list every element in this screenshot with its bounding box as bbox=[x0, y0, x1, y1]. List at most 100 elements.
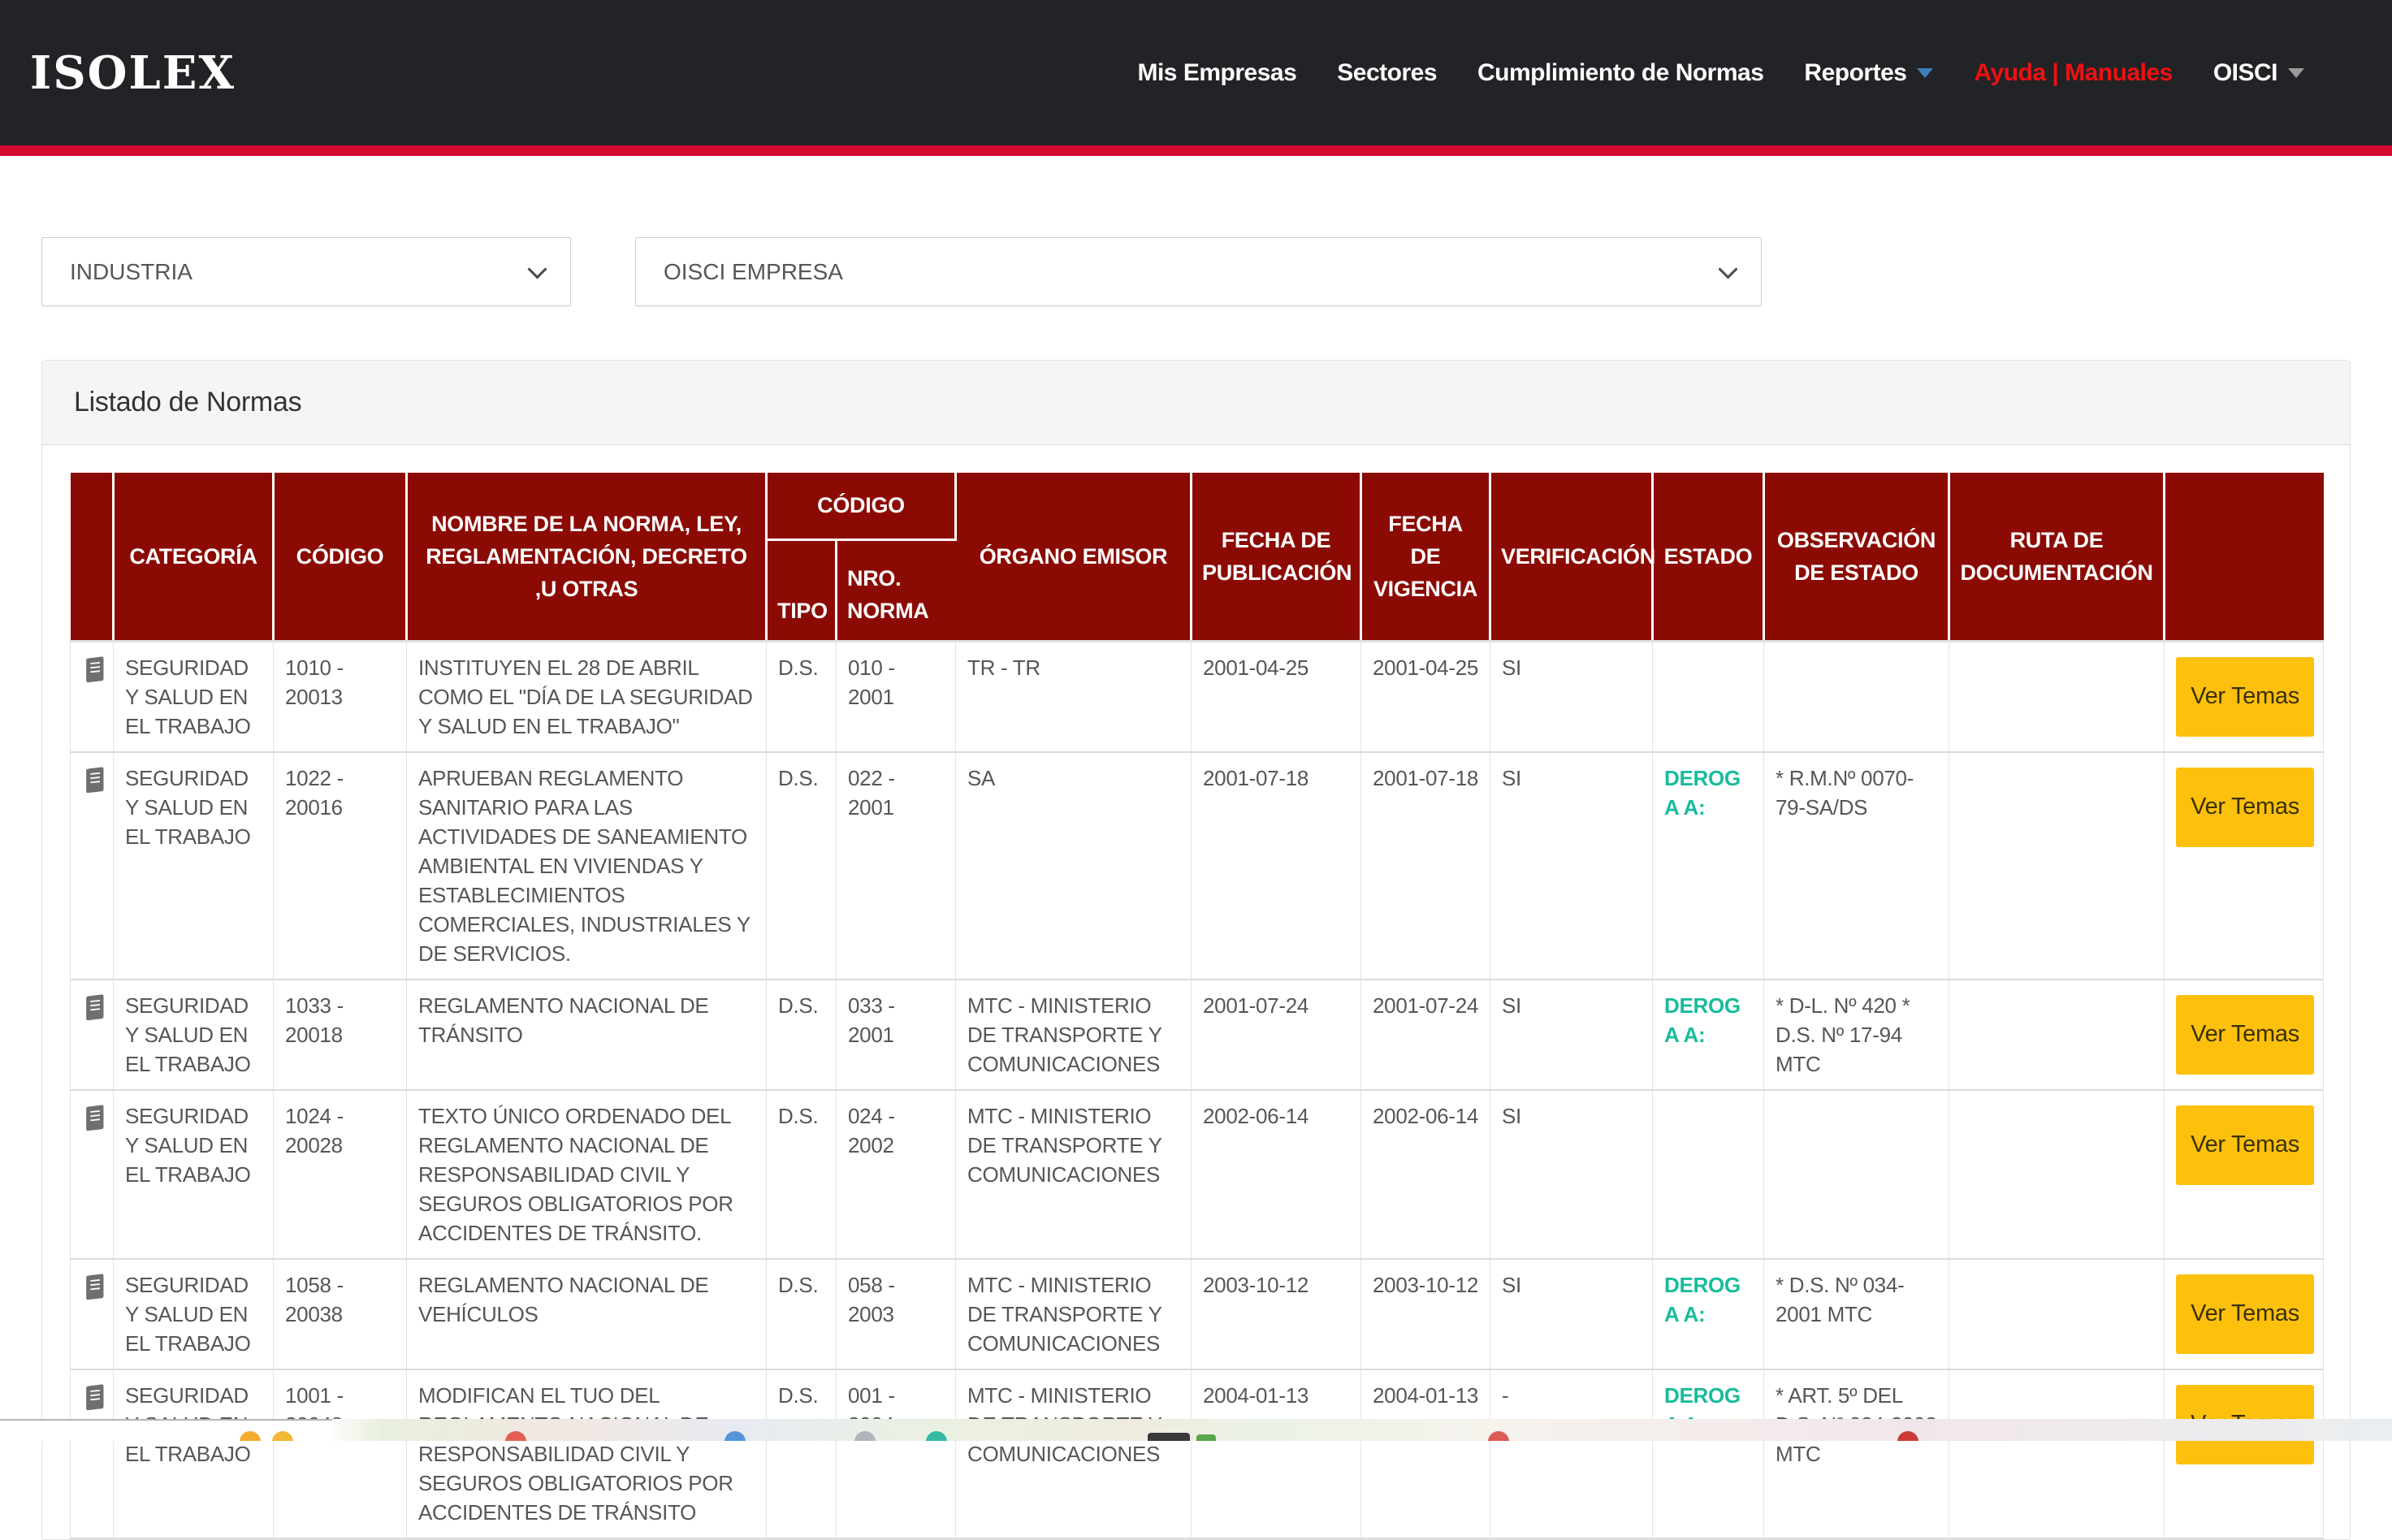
header-verificacion: VERIFICACIÓN bbox=[1490, 473, 1655, 642]
cell-fecha-vigencia: 2003-10-12 bbox=[1360, 1258, 1491, 1370]
table-row: SEGURIDAD Y SALUD EN EL TRABAJO 1001 - 2… bbox=[70, 1369, 2325, 1539]
ver-temas-button[interactable]: Ver Temas bbox=[2176, 994, 2315, 1075]
top-navbar: ISOLEX Mis Empresas Sectores Cumplimiento … bbox=[0, 0, 2392, 156]
taskbar-app-icon bbox=[1196, 1434, 1216, 1441]
cell-nro-norma: 058 - 2003 bbox=[835, 1258, 957, 1370]
ver-temas-button[interactable]: Ver Temas bbox=[2176, 656, 2315, 737]
cell-fecha-vigencia: 2001-07-24 bbox=[1360, 979, 1491, 1091]
cell-codigo: 1022 - 20016 bbox=[273, 751, 407, 980]
nav-item-mis-empresas[interactable]: Mis Empresas bbox=[1137, 59, 1296, 87]
nav-item-reportes[interactable]: Reportes bbox=[1804, 58, 1934, 87]
cell-fecha-vigencia: 2002-06-14 bbox=[1360, 1089, 1491, 1260]
taskbar-app-icon bbox=[1897, 1431, 1918, 1441]
cell-nombre: REGLAMENTO NACIONAL DE TRÁNSITO bbox=[406, 979, 767, 1091]
brand-logo[interactable]: ISOLEX bbox=[30, 45, 236, 100]
book-icon bbox=[86, 766, 104, 793]
nav-item-cumplimiento-de-normas[interactable]: Cumplimiento de Normas bbox=[1477, 58, 1764, 87]
nav-item-label: Mis Empresas bbox=[1137, 58, 1297, 86]
filter-bar: INDUSTRIA OISCI EMPRESA bbox=[41, 237, 2392, 306]
cell-fecha-vigencia: 2001-04-25 bbox=[1360, 641, 1491, 753]
cell-nro-norma: 010 - 2001 bbox=[835, 641, 957, 753]
header-organo-emisor: ÓRGANO EMISOR bbox=[955, 473, 1193, 642]
table-row: SEGURIDAD Y SALUD EN EL TRABAJO 1010 - 2… bbox=[70, 641, 2325, 753]
cell-categoria: SEGURIDAD Y SALUD EN EL TRABAJO bbox=[113, 641, 274, 753]
taskbar-app-icon bbox=[505, 1431, 526, 1441]
cell-organo-emisor: SA bbox=[955, 751, 1192, 980]
header-estado: ESTADO bbox=[1652, 473, 1766, 642]
taskbar-app-icon bbox=[854, 1431, 876, 1441]
header-codigo-group: CÓDIGO bbox=[766, 473, 958, 541]
header-categoria: CATEGORÍA bbox=[113, 473, 275, 642]
header-icon-col bbox=[70, 473, 115, 642]
cell-organo-emisor: MTC - MINISTERIO DE TRANSPORTE Y COMUNIC… bbox=[955, 979, 1192, 1091]
normas-table: CATEGORÍA CÓDIGO NOMBRE DE LA NORMA, LEY… bbox=[70, 473, 2325, 1539]
cell-tipo: D.S. bbox=[766, 1258, 837, 1370]
cell-tipo: D.S. bbox=[766, 641, 837, 753]
cell-fecha-vigencia: 2001-07-18 bbox=[1360, 751, 1491, 980]
ver-temas-button[interactable]: Ver Temas bbox=[2176, 1274, 2315, 1354]
header-nro-norma: NRO. NORMA bbox=[836, 539, 956, 642]
cell-codigo: 1033 - 20018 bbox=[273, 979, 407, 1091]
cell-fecha-publicacion: 2003-10-12 bbox=[1191, 1258, 1362, 1370]
cell-fecha-publicacion: 2001-07-24 bbox=[1191, 979, 1362, 1091]
taskbar-app-icon bbox=[1488, 1431, 1509, 1441]
book-icon bbox=[86, 655, 104, 682]
cell-verificacion: SI bbox=[1490, 1258, 1654, 1370]
cell-categoria: SEGURIDAD Y SALUD EN EL TRABAJO bbox=[113, 1258, 274, 1370]
main-nav: Mis Empresas Sectores Cumplimiento de Norm… bbox=[1137, 59, 2304, 87]
cell-nombre: MODIFICAN EL TUO DEL REGLAMENTO NACIONAL… bbox=[406, 1369, 767, 1539]
cell-nombre: INSTITUYEN EL 28 DE ABRIL COMO EL "DÍA D… bbox=[406, 641, 767, 753]
cell-actions: Ver Temas bbox=[2164, 1369, 2325, 1539]
header-actions-col bbox=[2164, 473, 2324, 642]
taskbar-app-icon bbox=[926, 1431, 947, 1441]
nav-item-sectores[interactable]: Sectores bbox=[1337, 59, 1437, 87]
cell-categoria: SEGURIDAD Y SALUD EN EL TRABAJO bbox=[113, 751, 274, 980]
cell-ruta bbox=[1949, 979, 2165, 1091]
cell-ruta bbox=[1949, 641, 2165, 753]
sector-select[interactable]: INDUSTRIA bbox=[41, 237, 571, 306]
cell-observacion: * D-L. Nº 420 * D.S. Nº 17-94 MTC bbox=[1763, 979, 1950, 1091]
cell-codigo: 1010 - 20013 bbox=[273, 641, 407, 753]
cell-nro-norma: 033 - 2001 bbox=[835, 979, 957, 1091]
empresa-select-value: OISCI EMPRESA bbox=[664, 258, 843, 284]
cell-actions: Ver Temas bbox=[2164, 641, 2325, 753]
cell-codigo: 1024 - 20028 bbox=[273, 1089, 407, 1260]
ver-temas-button[interactable]: Ver Temas bbox=[2176, 1105, 2315, 1185]
cell-ruta bbox=[1949, 1369, 2165, 1539]
ver-temas-button[interactable]: Ver Temas bbox=[2176, 767, 2315, 847]
cell-ruta bbox=[1949, 1089, 2165, 1260]
cell-tipo: D.S. bbox=[766, 751, 837, 980]
table-row: SEGURIDAD Y SALUD EN EL TRABAJO 1022 - 2… bbox=[70, 751, 2325, 980]
cell-observacion: * D.S. Nº 034-2001 MTC bbox=[1763, 1258, 1950, 1370]
nav-item-label: Reportes bbox=[1804, 58, 1907, 86]
cell-observacion bbox=[1763, 641, 1950, 753]
cell-ruta bbox=[1949, 751, 2165, 980]
page-content: INDUSTRIA OISCI EMPRESA Listado de Norma… bbox=[0, 237, 2392, 1540]
nav-item-oisci[interactable]: OISCI bbox=[2213, 59, 2304, 87]
cell-nro-norma: 022 - 2001 bbox=[835, 751, 957, 980]
cell-icon bbox=[70, 1369, 114, 1539]
cell-organo-emisor: MTC - MINISTERIO DE TRANSPORTE Y COMUNIC… bbox=[955, 1258, 1192, 1370]
cell-icon bbox=[70, 1089, 114, 1260]
book-icon bbox=[86, 993, 104, 1020]
cell-estado: DEROGA A: bbox=[1652, 751, 1765, 980]
empresa-select[interactable]: OISCI EMPRESA bbox=[635, 237, 1762, 306]
cell-organo-emisor: TR - TR bbox=[955, 641, 1192, 753]
nav-item-ayuda-manuales[interactable]: Ayuda | Manuales bbox=[1974, 59, 2173, 87]
normas-panel: Listado de Normas CATEGORÍA CÓDIGO NOMBR… bbox=[41, 360, 2351, 1540]
cell-ruta bbox=[1949, 1258, 2165, 1370]
book-icon bbox=[86, 1383, 104, 1410]
table-row: SEGURIDAD Y SALUD EN EL TRABAJO 1058 - 2… bbox=[70, 1258, 2325, 1370]
header-tipo: TIPO bbox=[766, 539, 837, 642]
nav-item-label: Sectores bbox=[1337, 58, 1438, 86]
panel-body: CATEGORÍA CÓDIGO NOMBRE DE LA NORMA, LEY… bbox=[42, 445, 2350, 1539]
nav-item-label: Cumplimiento de Normas bbox=[1477, 58, 1764, 86]
cell-estado bbox=[1652, 641, 1765, 753]
header-fecha-vigencia: FECHA DE VIGENCIA bbox=[1360, 473, 1492, 642]
chevron-down-icon bbox=[1718, 259, 1738, 279]
cell-estado: DEROGA A: bbox=[1652, 1258, 1765, 1370]
header-observacion-estado: OBSERVACIÓN DE ESTADO bbox=[1763, 473, 1951, 642]
sector-select-value: INDUSTRIA bbox=[70, 258, 192, 284]
cell-tipo: D.S. bbox=[766, 1089, 837, 1260]
cell-estado bbox=[1652, 1089, 1765, 1260]
